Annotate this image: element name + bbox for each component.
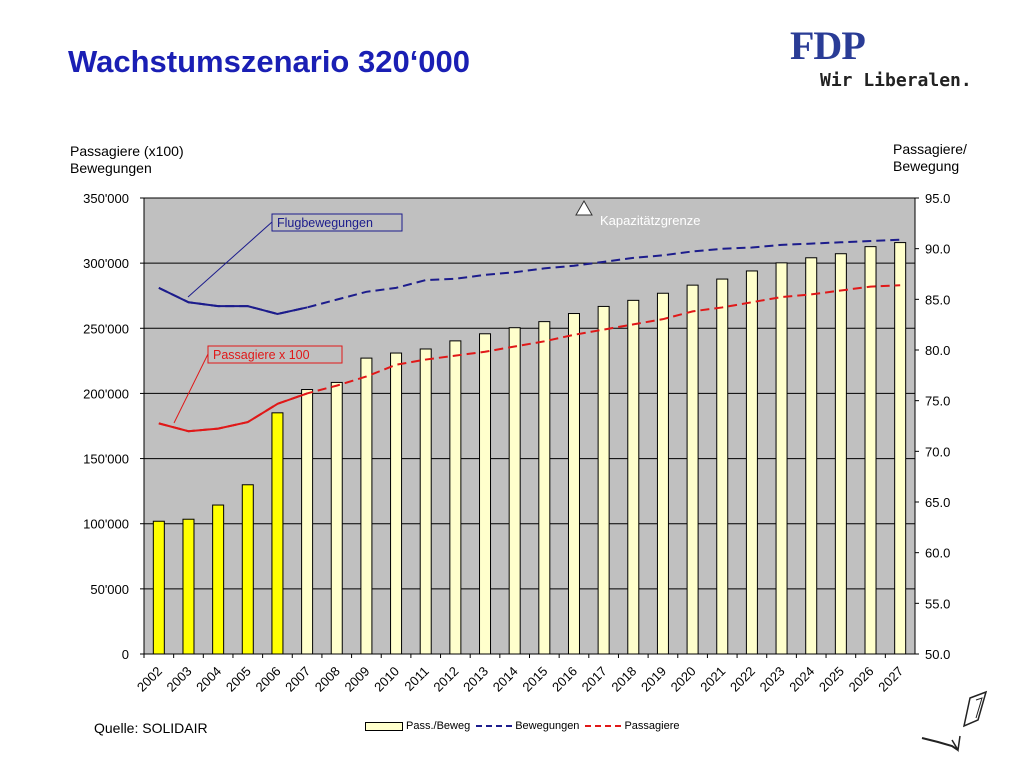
x-tick-label: 2007 — [282, 664, 313, 695]
plot-area — [143, 197, 916, 655]
x-tick-label: 2017 — [579, 664, 610, 695]
capacity-limit-marker — [575, 199, 593, 216]
x-tick-label: 2025 — [816, 664, 847, 695]
bewegungen-line-solid-part — [158, 286, 308, 315]
y-left-tick-label: 50'000 — [90, 582, 129, 597]
x-tick-label: 2012 — [430, 664, 461, 695]
logo-tagline: Wir Liberalen. — [820, 70, 972, 91]
y-left-tick-label: 100'000 — [83, 517, 129, 532]
source-note: Quelle: SOLIDAIR — [94, 720, 208, 736]
bewegungen-callout-label: Flugbewegungen — [277, 216, 373, 230]
bar — [419, 348, 432, 655]
bar — [745, 270, 758, 655]
y-right-tick-label: 90.0 — [925, 242, 950, 257]
y-axis-left-title-text: Passagiere (x100) Bewegungen — [70, 143, 184, 176]
capacity-limit-label: Kapazitätzgrenze — [600, 213, 700, 228]
legend-label-pass-beweg: Pass./Beweg — [406, 720, 471, 732]
x-tick-label: 2006 — [253, 664, 284, 695]
y-left-tick-label: 300'000 — [83, 256, 129, 271]
legend-item-pass-beweg: Pass./Beweg — [365, 720, 470, 732]
bar — [538, 321, 551, 655]
bar — [212, 504, 225, 655]
passagiere-callout-label: Passagiere x 100 — [213, 348, 310, 362]
bar — [152, 520, 165, 655]
logo-name: FDP — [790, 23, 866, 68]
y-right-tick-label: 75.0 — [925, 394, 950, 409]
legend-item-passagiere: Passagiere — [585, 720, 679, 732]
bewegungen-callout-leader — [187, 221, 273, 298]
legend-blue-line-swatch — [476, 725, 513, 727]
x-tick-label: 2004 — [193, 664, 224, 695]
y-right-tick-label: 95.0 — [925, 191, 950, 206]
y-axis-right-title-text: Passagiere/ Bewegung — [893, 141, 967, 174]
passagiere-callout-leader — [173, 353, 209, 424]
x-tick-label: 2005 — [223, 664, 254, 695]
y-right-tick-label: 85.0 — [925, 292, 950, 307]
y-axis-right-title: Passagiere/ Bewegung — [893, 141, 967, 175]
x-tick-label: 2019 — [638, 664, 669, 695]
bar — [597, 305, 610, 655]
bar — [182, 518, 195, 655]
bar — [241, 484, 254, 655]
legend-label-passagiere: Passagiere — [624, 720, 680, 732]
x-tick-label: 2013 — [460, 664, 491, 695]
y-right-tick-label: 65.0 — [925, 495, 950, 510]
bar — [330, 381, 343, 655]
y-right-tick-label: 70.0 — [925, 444, 950, 459]
x-tick-label: 2027 — [875, 664, 906, 695]
x-tick-label: 2002 — [134, 664, 165, 695]
bar — [390, 352, 403, 655]
bar — [301, 389, 314, 655]
bar — [805, 257, 818, 655]
x-tick-label: 2024 — [786, 664, 817, 695]
bar — [567, 313, 580, 655]
y-left-tick-label: 250'000 — [83, 321, 129, 336]
x-tick-label: 2022 — [727, 664, 758, 695]
bar — [449, 340, 462, 655]
legend-bar-swatch — [365, 721, 403, 731]
y-right-tick-label: 55.0 — [925, 596, 950, 611]
x-tick-label: 2015 — [519, 664, 550, 695]
bar — [360, 357, 373, 655]
x-tick-label: 2018 — [608, 664, 639, 695]
y-right-tick-label: 50.0 — [925, 647, 950, 662]
bar — [479, 333, 492, 655]
x-tick-label: 2023 — [757, 664, 788, 695]
bar — [271, 412, 284, 655]
y-left-tick-label: 200'000 — [83, 386, 129, 401]
passagiere-line-solid-part — [158, 392, 308, 433]
bar — [894, 242, 907, 655]
y-right-tick-label: 80.0 — [925, 343, 950, 358]
y-left-tick-label: 150'000 — [83, 452, 129, 467]
x-tick-label: 2016 — [549, 664, 580, 695]
bar — [508, 327, 521, 655]
y-left-tick-label: 0 — [122, 647, 129, 662]
y-left-tick-label: 350'000 — [83, 191, 129, 206]
bar — [716, 278, 729, 655]
x-tick-label: 2014 — [490, 664, 521, 695]
page-title: Wachstumszenario 320‘000 — [68, 44, 471, 79]
x-tick-label: 2011 — [401, 664, 431, 694]
x-tick-label: 2009 — [341, 664, 372, 695]
bar — [686, 284, 699, 655]
x-tick-label: 2020 — [668, 664, 699, 695]
bar — [775, 262, 788, 655]
x-tick-label: 2010 — [371, 664, 402, 695]
x-tick-label: 2026 — [846, 664, 877, 695]
bar — [627, 299, 640, 655]
legend-red-line-swatch — [585, 725, 622, 727]
legend-item-bewegungen: Bewegungen — [476, 720, 579, 732]
x-tick-label: 2008 — [312, 664, 343, 695]
y-right-tick-label: 60.0 — [925, 546, 950, 561]
bar — [656, 292, 669, 655]
bar — [834, 253, 847, 655]
x-tick-label: 2021 — [697, 664, 728, 695]
legend-label-bewegungen: Bewegungen — [515, 720, 580, 732]
x-tick-label: 2003 — [164, 664, 195, 695]
chart-legend: Pass./Beweg Bewegungen Passagiere — [365, 719, 685, 733]
bar — [864, 246, 877, 655]
y-axis-left-title: Passagiere (x100) Bewegungen — [70, 143, 184, 177]
decorative-graphic — [921, 690, 988, 753]
